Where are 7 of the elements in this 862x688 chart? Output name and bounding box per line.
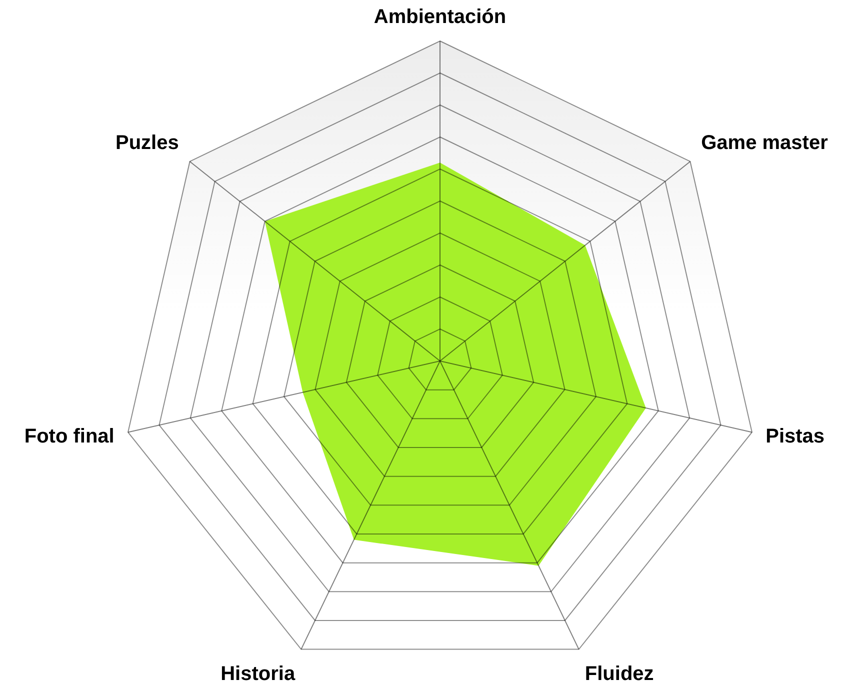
spoke-label: Foto final [24,425,114,448]
spoke-label: Pistas [766,425,825,448]
spoke-label: Ambientación [374,6,506,28]
spoke-label: Fluidez [584,662,654,685]
spoke-label: Puzles [116,132,179,154]
spoke-label: Game master [701,132,828,154]
spoke-label: Historia [220,662,296,685]
